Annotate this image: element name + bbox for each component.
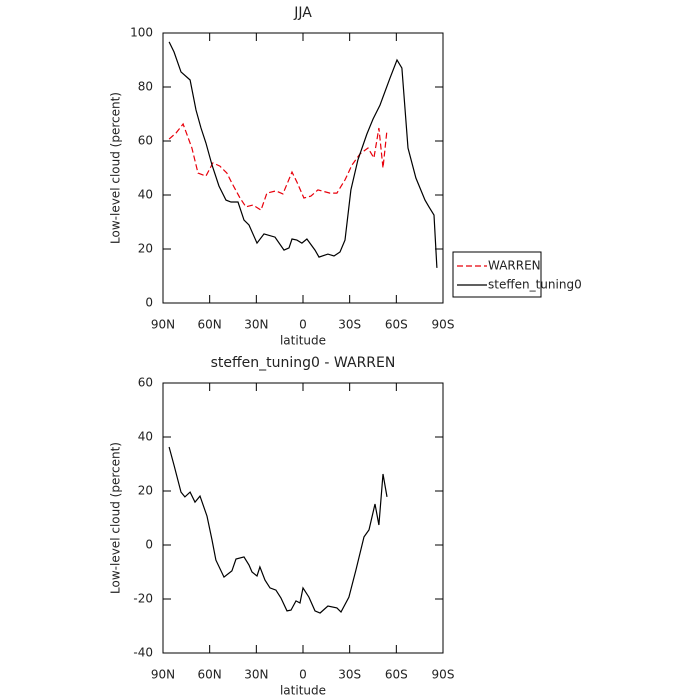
legend-label: WARREN bbox=[488, 259, 541, 273]
y-tick-label: 20 bbox=[138, 484, 153, 498]
chart-title: steffen_tuning0 - WARREN bbox=[211, 355, 396, 371]
y-tick-label: -20 bbox=[133, 592, 153, 606]
data-line bbox=[168, 446, 388, 614]
y-tick-label: 20 bbox=[138, 242, 153, 256]
legend-box bbox=[452, 251, 542, 298]
x-tick-label: 30N bbox=[244, 668, 268, 682]
x-axis-label: latitude bbox=[280, 684, 326, 698]
legend-label: steffen_tuning0 bbox=[488, 278, 582, 292]
x-tick-label: 60N bbox=[198, 668, 222, 682]
data-line bbox=[168, 122, 388, 212]
y-tick-label: 60 bbox=[138, 376, 153, 390]
x-tick-label: 90S bbox=[432, 318, 455, 332]
y-tick-label: 0 bbox=[145, 296, 153, 310]
plot-frame bbox=[162, 32, 444, 304]
x-tick-label: 60S bbox=[385, 318, 408, 332]
y-tick-label: 60 bbox=[138, 134, 153, 148]
y-axis-label: Low-level cloud (percent) bbox=[109, 442, 123, 594]
y-tick-label: 100 bbox=[130, 26, 153, 40]
data-line bbox=[168, 41, 438, 268]
x-tick-label: 30S bbox=[338, 318, 361, 332]
y-tick-label: 80 bbox=[138, 80, 153, 94]
x-tick-label: 30S bbox=[338, 668, 361, 682]
x-tick-label: 90N bbox=[151, 318, 175, 332]
x-tick-label: 60S bbox=[385, 668, 408, 682]
y-tick-label: 0 bbox=[145, 538, 153, 552]
x-tick-label: 0 bbox=[299, 668, 307, 682]
y-tick-label: 40 bbox=[138, 430, 153, 444]
y-tick-label: 40 bbox=[138, 188, 153, 202]
x-tick-label: 90N bbox=[151, 668, 175, 682]
x-tick-label: 60N bbox=[198, 318, 222, 332]
y-axis-label: Low-level cloud (percent) bbox=[109, 92, 123, 244]
x-tick-label: 0 bbox=[299, 318, 307, 332]
y-tick-label: -40 bbox=[133, 646, 153, 660]
x-tick-label: 30N bbox=[244, 318, 268, 332]
chart-title: JJA bbox=[293, 5, 312, 21]
x-tick-label: 90S bbox=[432, 668, 455, 682]
plot-frame bbox=[162, 382, 444, 654]
x-axis-label: latitude bbox=[280, 334, 326, 348]
